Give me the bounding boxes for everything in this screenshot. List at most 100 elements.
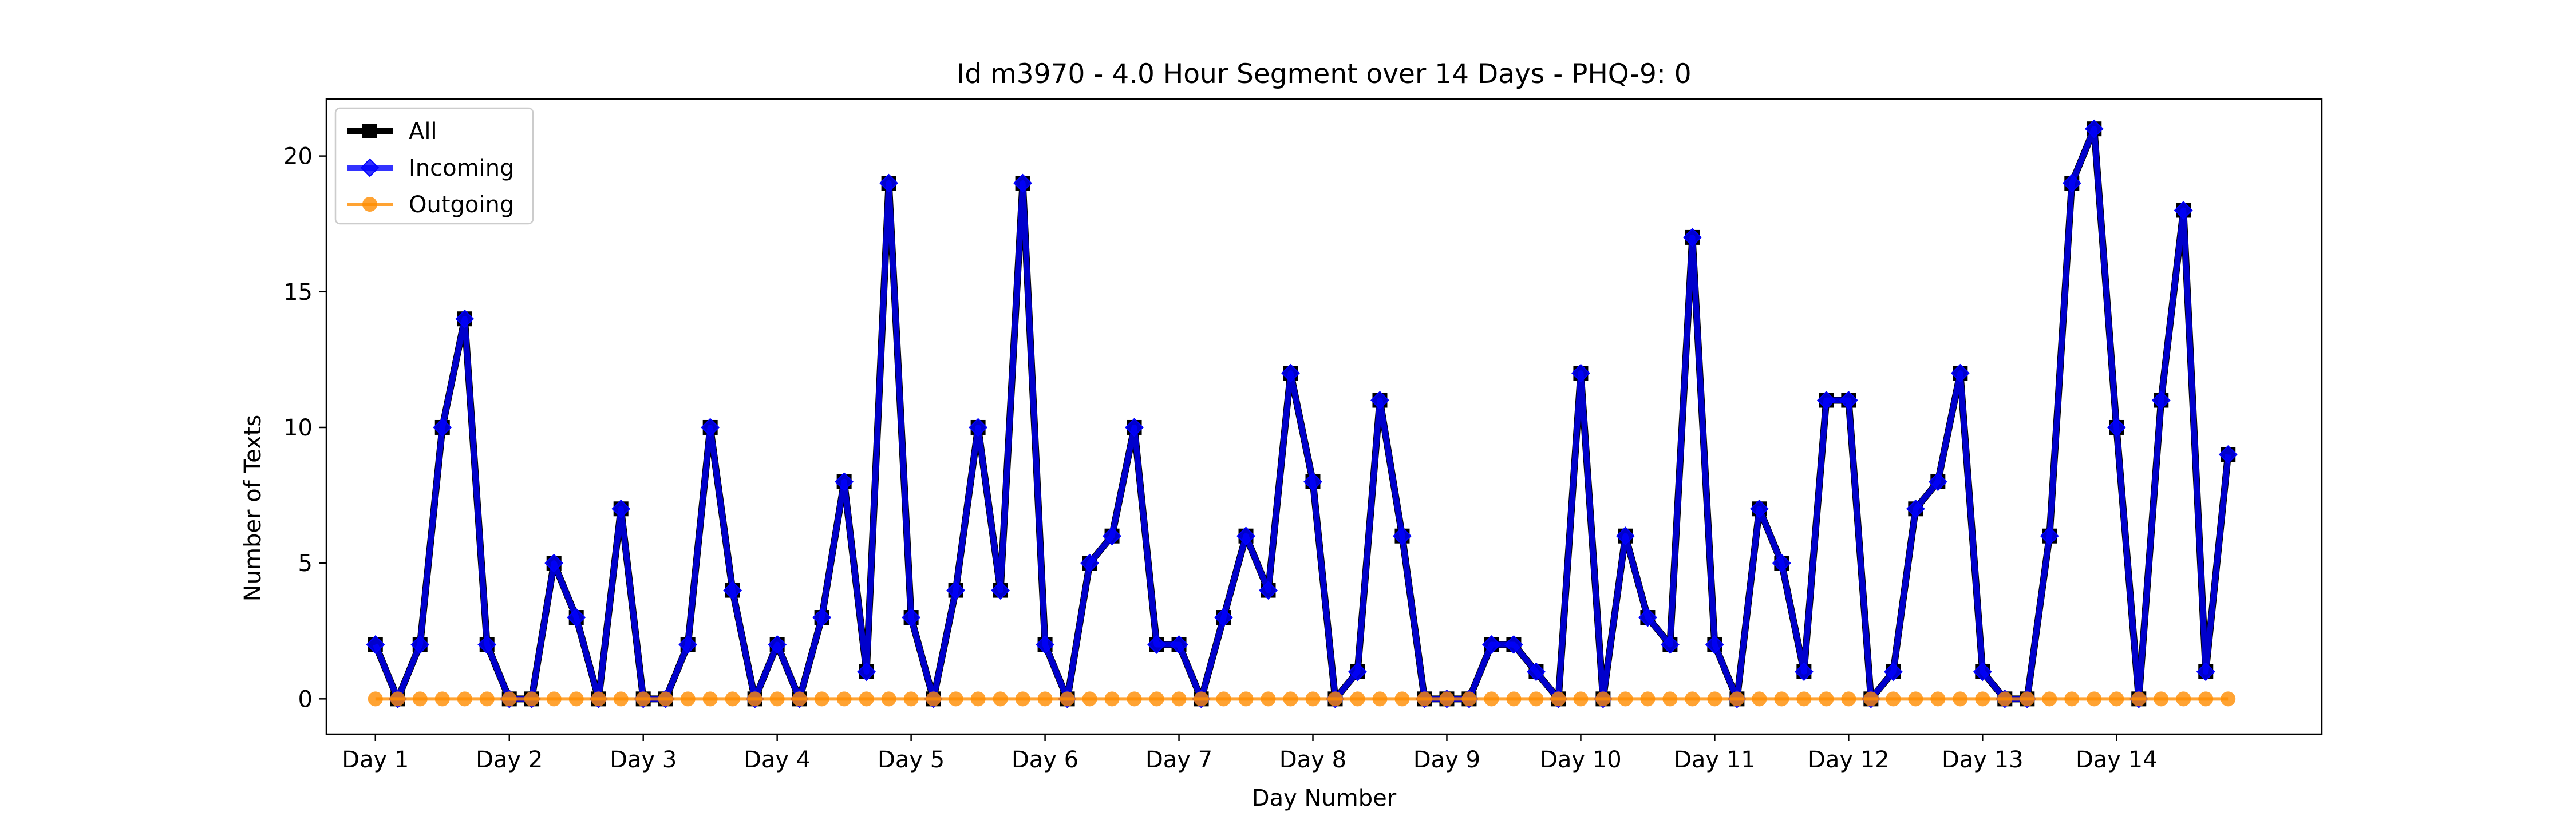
series-2-point	[2154, 691, 2169, 707]
series-2-point	[1662, 691, 1678, 707]
series-1-point	[1236, 526, 1255, 546]
series-1-point	[946, 581, 966, 600]
series-2-point	[1528, 691, 1544, 707]
y-tick-label: 20	[283, 144, 313, 170]
series-2-point	[1060, 691, 1075, 707]
series-1-point	[991, 581, 1010, 600]
series-2-point	[1506, 691, 1522, 707]
series-1-point	[2196, 662, 2215, 682]
series-2-point	[1484, 691, 1499, 707]
legend-label: Incoming	[409, 155, 514, 181]
legend-entry-0: All	[347, 118, 437, 145]
series-2-point	[1394, 691, 1410, 707]
series-2-point	[1216, 691, 1231, 707]
x-tick-label: Day 10	[1540, 747, 1622, 773]
series-1-point	[1660, 635, 1680, 654]
series-2-point	[1841, 691, 1856, 707]
x-tick-label: Day 3	[610, 747, 677, 773]
series-2-point	[1127, 691, 1142, 707]
series-2-point	[457, 691, 472, 707]
series-1-point	[1973, 662, 1992, 682]
series-2-point	[2131, 691, 2147, 707]
series-1-point	[366, 635, 385, 654]
plot-frame	[325, 98, 2323, 735]
series-2-point	[680, 691, 696, 707]
series-1-point	[812, 608, 832, 627]
series-2-point	[814, 691, 829, 707]
legend-box	[334, 107, 534, 225]
series-1-group	[366, 119, 2238, 708]
series-2-point	[881, 691, 896, 707]
series-1-point	[611, 499, 631, 518]
series-2-point	[970, 691, 986, 707]
series-2-point	[434, 691, 450, 707]
series-2-point	[1707, 691, 1722, 707]
series-2-point	[546, 691, 562, 707]
y-tick-label: 15	[283, 279, 313, 306]
series-1-point	[1170, 635, 1188, 654]
series-1-point	[723, 581, 742, 600]
series-1-point	[2107, 418, 2126, 437]
series-1-point	[1883, 662, 1903, 682]
chart-title: Id m3970 - 4.0 Hour Segment over 14 Days…	[957, 58, 1691, 90]
series-1-point	[1928, 472, 1947, 492]
series-2-point	[1863, 691, 1879, 707]
legend-entry-2: Outgoing	[347, 192, 514, 218]
series-2-point	[1104, 691, 1120, 707]
series-2-point	[1015, 691, 1030, 707]
series-2-point	[524, 691, 539, 707]
series-2-point	[1953, 691, 1968, 707]
series-2-point	[591, 691, 606, 707]
series-2-point	[1082, 691, 1097, 707]
series-2-point	[702, 691, 718, 707]
x-axis-label: Day Number	[1252, 785, 1397, 811]
series-1-point	[969, 418, 988, 437]
series-2-point	[2221, 691, 2236, 707]
series-2-point	[613, 691, 629, 707]
series-2-point	[1618, 691, 1633, 707]
series-1-point	[1816, 391, 1836, 410]
x-tick-label: Day 14	[2076, 747, 2158, 773]
series-1-point	[1950, 363, 1970, 383]
series-2-point	[568, 691, 584, 707]
x-tick-label: Day 1	[342, 747, 409, 773]
series-2-point	[747, 691, 762, 707]
series-1-point	[1615, 526, 1635, 546]
series-2-point	[2064, 691, 2080, 707]
series-2-point	[2109, 691, 2124, 707]
series-2-point	[390, 691, 405, 707]
series-1-point	[477, 635, 497, 654]
legend-marker	[362, 124, 377, 138]
series-1-point	[1794, 662, 1814, 682]
series-2-point	[1819, 691, 1834, 707]
series-2-point	[1573, 691, 1589, 707]
series-2-point	[1305, 691, 1321, 707]
y-tick-label: 5	[298, 550, 313, 577]
x-tick-label: Day 6	[1012, 747, 1078, 773]
series-2-point	[1439, 691, 1455, 707]
series-2-point	[2198, 691, 2214, 707]
series-1-point	[1013, 173, 1033, 193]
series-2-point	[501, 691, 517, 707]
series-2-point	[479, 691, 495, 707]
series-1-point	[1125, 418, 1144, 437]
series-2-point	[948, 691, 963, 707]
series-2-point	[1685, 691, 1700, 707]
series-2-point	[725, 691, 740, 707]
series-1-point	[433, 418, 452, 437]
y-tick-label: 0	[298, 686, 313, 712]
series-2-point	[1886, 691, 1901, 707]
series-2-point	[2176, 691, 2191, 707]
series-1-point	[879, 173, 899, 193]
legend-marker	[362, 197, 377, 212]
legend-label: Outgoing	[409, 192, 514, 218]
series-2-point	[792, 691, 807, 707]
series-1-point	[1749, 499, 1769, 518]
series-1-point	[678, 635, 698, 654]
series-1-point	[567, 608, 586, 627]
series-1-point	[1839, 391, 1858, 410]
series-1-point	[1504, 635, 1523, 654]
series-2-point	[1194, 691, 1209, 707]
series-2-point	[2020, 691, 2035, 707]
